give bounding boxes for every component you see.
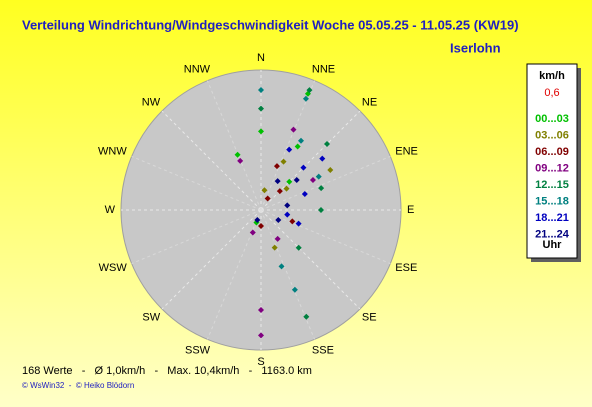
- data-point: [315, 173, 322, 180]
- spoke: [161, 110, 262, 211]
- data-point: [301, 191, 308, 198]
- legend-footer: Uhr: [543, 239, 563, 251]
- direction-label: NNE: [312, 63, 335, 75]
- data-point: [234, 151, 241, 158]
- data-point: [303, 313, 310, 320]
- direction-label: SSW: [185, 344, 211, 356]
- spoke: [260, 209, 391, 265]
- data-point: [289, 218, 296, 225]
- legend-box: [526, 63, 578, 259]
- data-point: [264, 195, 271, 202]
- data-point: [280, 158, 287, 165]
- spoke: [206, 80, 262, 211]
- data-point: [295, 244, 302, 251]
- data-point: [258, 307, 264, 313]
- data-point: [278, 263, 285, 270]
- data-point: [309, 177, 316, 183]
- data-point: [327, 167, 334, 173]
- data-point: [286, 178, 293, 185]
- subtitle: Iserlohn: [450, 40, 501, 55]
- data-point: [319, 155, 326, 162]
- data-point: [254, 217, 261, 224]
- data-point: [295, 220, 302, 227]
- data-point: [258, 87, 264, 93]
- direction-label: SSE: [312, 344, 334, 356]
- legend-label: 09...12: [535, 162, 569, 174]
- data-point: [258, 223, 264, 229]
- data-point: [273, 163, 280, 170]
- data-point: [300, 164, 307, 171]
- credit: © WsWin32 - © Heiko Blödorn: [22, 381, 134, 390]
- direction-label: SW: [142, 311, 160, 323]
- data-point: [293, 177, 300, 184]
- data-point: [258, 105, 264, 112]
- data-point: [275, 217, 282, 223]
- legend-title: km/h: [539, 70, 565, 82]
- spoke: [260, 155, 391, 211]
- spoke: [131, 209, 262, 265]
- data-point: [286, 146, 293, 153]
- legend-label: 15...18: [535, 195, 569, 207]
- data-point: [271, 244, 278, 251]
- direction-label: N: [257, 52, 265, 64]
- footer: 168 Werte - Ø 1,0km/h - Max. 10,4km/h - …: [22, 365, 312, 377]
- direction-label: ENE: [395, 146, 418, 158]
- spoke: [260, 110, 361, 211]
- spoke: [206, 209, 262, 340]
- legend-label: 06...09: [535, 146, 569, 158]
- direction-label: NE: [362, 96, 377, 108]
- data-point: [302, 95, 309, 102]
- data-point: [318, 207, 324, 213]
- data-point: [294, 143, 301, 150]
- data-point: [298, 137, 304, 144]
- legend-label: 03...06: [535, 129, 569, 141]
- direction-label: WNW: [98, 146, 127, 158]
- direction-label: E: [407, 204, 414, 216]
- direction-label: NNW: [184, 63, 211, 75]
- direction-label: ESE: [395, 262, 417, 274]
- direction-label: W: [105, 204, 116, 216]
- legend-label: 18...21: [535, 212, 569, 224]
- legend-label: 21...24: [535, 228, 570, 240]
- direction-label: SE: [362, 311, 377, 323]
- spoke: [131, 155, 262, 211]
- data-point: [274, 235, 281, 242]
- spoke: [161, 209, 262, 310]
- data-point: [274, 178, 281, 185]
- data-point: [306, 87, 313, 94]
- data-point: [283, 185, 290, 192]
- data-point: [276, 188, 283, 195]
- direction-label: S: [257, 356, 264, 368]
- data-point: [258, 128, 264, 135]
- data-point: [290, 126, 297, 133]
- spoke: [260, 209, 361, 310]
- data-point: [291, 286, 298, 293]
- legend-label: 12...15: [535, 179, 569, 191]
- legend-label: 00...03: [535, 113, 569, 125]
- direction-label: WSW: [99, 262, 128, 274]
- data-point: [318, 185, 325, 192]
- data-point: [284, 202, 291, 209]
- chart-title: Verteilung Windrichtung/Windgeschwindigk…: [22, 17, 519, 32]
- data-point: [258, 332, 264, 339]
- data-point: [261, 187, 268, 194]
- data-point: [249, 229, 256, 236]
- spoke: [260, 80, 316, 211]
- data-point: [323, 141, 330, 148]
- direction-label: NW: [142, 96, 161, 108]
- legend-value: 0,6: [544, 87, 559, 99]
- data-point: [284, 211, 291, 218]
- data-point: [237, 157, 244, 164]
